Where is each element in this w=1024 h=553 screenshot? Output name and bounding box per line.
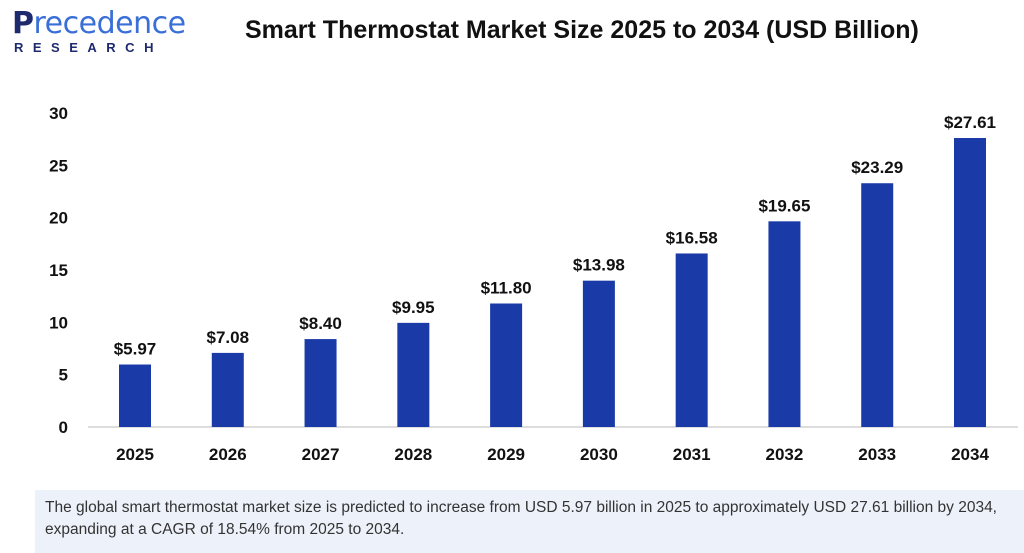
x-tick-label: 2034 — [951, 445, 989, 464]
bar — [490, 303, 523, 427]
bar — [675, 253, 708, 427]
summary-text: The global smart thermostat market size … — [35, 490, 1024, 553]
data-label: $8.40 — [299, 314, 342, 333]
bar — [119, 364, 151, 427]
y-tick-label: 30 — [49, 104, 68, 123]
chart-title: Smart Thermostat Market Size 2025 to 203… — [245, 16, 919, 44]
x-tick-label: 2033 — [858, 445, 896, 464]
y-tick-label: 20 — [49, 209, 68, 228]
data-label: $7.08 — [207, 328, 250, 347]
bar — [211, 352, 244, 427]
x-tick-label: 2025 — [116, 445, 154, 464]
x-tick-label: 2028 — [394, 445, 432, 464]
bar — [397, 322, 430, 427]
x-tick-label: 2030 — [580, 445, 618, 464]
data-label: $27.61 — [944, 113, 996, 132]
y-tick-label: 25 — [49, 156, 68, 175]
x-tick-label: 2029 — [487, 445, 525, 464]
bar — [954, 138, 986, 428]
data-label: $5.97 — [114, 340, 157, 359]
x-tick-label: 2026 — [209, 445, 247, 464]
precedence-research-logo: Precedence RESEARCH — [8, 6, 186, 55]
data-label: $23.29 — [851, 158, 903, 177]
data-label: $13.98 — [573, 256, 625, 275]
y-tick-label: 10 — [49, 313, 68, 332]
logo-sub: RESEARCH — [14, 40, 163, 55]
data-label: $11.80 — [481, 278, 532, 297]
y-tick-label: 15 — [49, 261, 68, 280]
logo-brand: Precedence — [12, 6, 186, 41]
data-label: $16.58 — [666, 228, 718, 247]
x-tick-label: 2031 — [673, 445, 711, 464]
data-label: $19.65 — [758, 196, 810, 215]
bar — [768, 221, 801, 427]
x-tick-label: 2027 — [302, 445, 340, 464]
x-tick-label: 2032 — [766, 445, 804, 464]
y-tick-label: 5 — [59, 366, 68, 385]
bar — [304, 339, 337, 427]
y-tick-label: 0 — [59, 418, 68, 437]
data-label: $9.95 — [392, 298, 435, 317]
bar — [861, 183, 894, 427]
bar — [582, 280, 615, 427]
